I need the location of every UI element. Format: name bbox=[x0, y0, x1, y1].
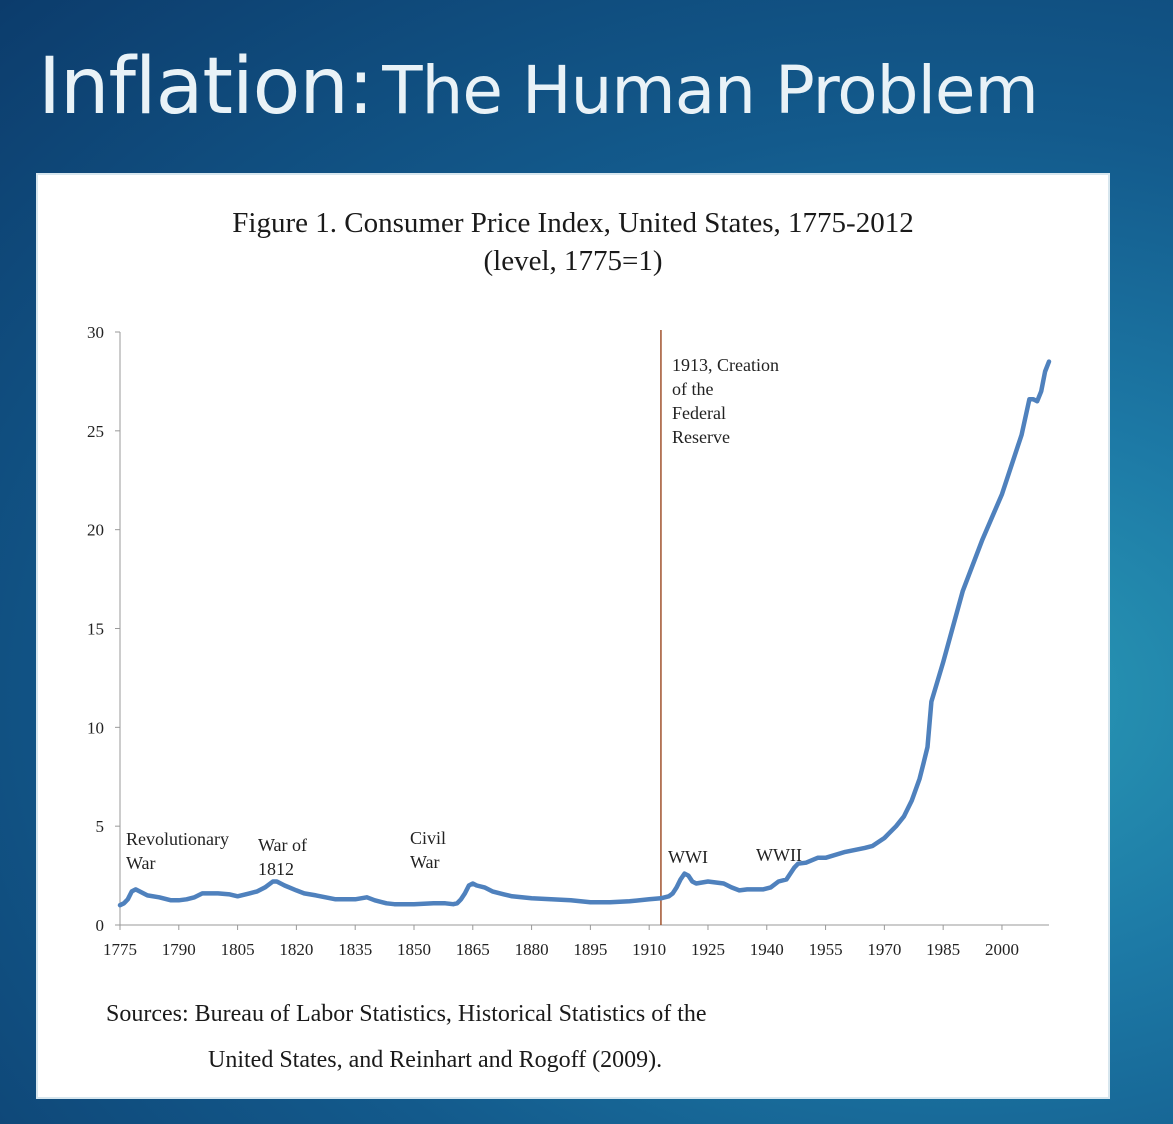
annotation-line: Reserve bbox=[672, 427, 730, 447]
x-tick-label: 1805 bbox=[221, 940, 255, 959]
y-tick-label: 0 bbox=[96, 916, 105, 935]
slide-title-sub: The Human Problem bbox=[382, 52, 1039, 129]
x-tick-label: 1955 bbox=[809, 940, 843, 959]
annotation-line: 1913, Creation bbox=[672, 355, 779, 375]
x-tick-label: 1850 bbox=[397, 940, 431, 959]
figure-panel: Figure 1. Consumer Price Index, United S… bbox=[36, 173, 1110, 1099]
x-tick-label: 1865 bbox=[456, 940, 490, 959]
chart-subtitle: (level, 1775=1) bbox=[483, 245, 663, 277]
annotation-line: WWI bbox=[668, 847, 708, 867]
annotation-line: WWII bbox=[756, 845, 802, 865]
sources-line-1: Sources: Bureau of Labor Statistics, His… bbox=[106, 1001, 707, 1027]
x-tick-label: 1835 bbox=[338, 940, 372, 959]
annotation-line: Civil bbox=[410, 828, 446, 848]
slide-title-main: Inflation: bbox=[38, 42, 374, 132]
annotation-line: War of bbox=[258, 835, 307, 855]
y-tick-label: 15 bbox=[87, 620, 104, 639]
x-tick-label: 2000 bbox=[985, 940, 1019, 959]
x-tick-label: 1970 bbox=[867, 940, 901, 959]
annotation-line: Revolutionary bbox=[126, 829, 229, 849]
x-tick-label: 1895 bbox=[573, 940, 607, 959]
x-tick-label: 1925 bbox=[691, 940, 725, 959]
x-tick-label: 1790 bbox=[162, 940, 196, 959]
y-tick-label: 25 bbox=[87, 422, 104, 441]
annotation-line: of the bbox=[672, 379, 713, 399]
x-tick-label: 1775 bbox=[103, 940, 137, 959]
cpi-series-line bbox=[117, 359, 1052, 908]
annotation-wwi: WWI bbox=[668, 847, 708, 867]
annotation-war-of-1812: War of 1812 bbox=[258, 835, 307, 879]
x-tick-label: 1985 bbox=[926, 940, 960, 959]
x-tick-label: 1910 bbox=[632, 940, 666, 959]
x-tick-label: 1940 bbox=[750, 940, 784, 959]
annotation-line: 1812 bbox=[258, 859, 294, 879]
annotation-line: Federal bbox=[672, 403, 726, 423]
y-tick-label: 5 bbox=[96, 817, 105, 836]
chart-title: Figure 1. Consumer Price Index, United S… bbox=[232, 207, 914, 239]
sources-line-2: United States, and Reinhart and Rogoff (… bbox=[208, 1047, 663, 1073]
annotation-civil-war: Civil War bbox=[410, 828, 446, 872]
x-tick-label: 1880 bbox=[515, 940, 549, 959]
annotation-wwii: WWII bbox=[756, 845, 802, 865]
y-tick-label: 30 bbox=[87, 323, 104, 342]
annotation-line: War bbox=[410, 852, 440, 872]
annotation-revolutionary-war: Revolutionary War bbox=[126, 829, 229, 873]
annotation-federal-reserve: 1913, Creation of the Federal Reserve bbox=[672, 355, 779, 447]
y-tick-label: 20 bbox=[87, 521, 104, 540]
x-tick-label: 1820 bbox=[279, 940, 313, 959]
slide-title: Inflation: The Human Problem bbox=[38, 48, 1039, 129]
y-tick-label: 10 bbox=[87, 718, 104, 737]
annotation-line: War bbox=[126, 853, 156, 873]
cpi-chart: 0 5 10 15 20 25 30 1775 1790 1805 1820 1835 1850 1865… bbox=[87, 323, 1052, 959]
